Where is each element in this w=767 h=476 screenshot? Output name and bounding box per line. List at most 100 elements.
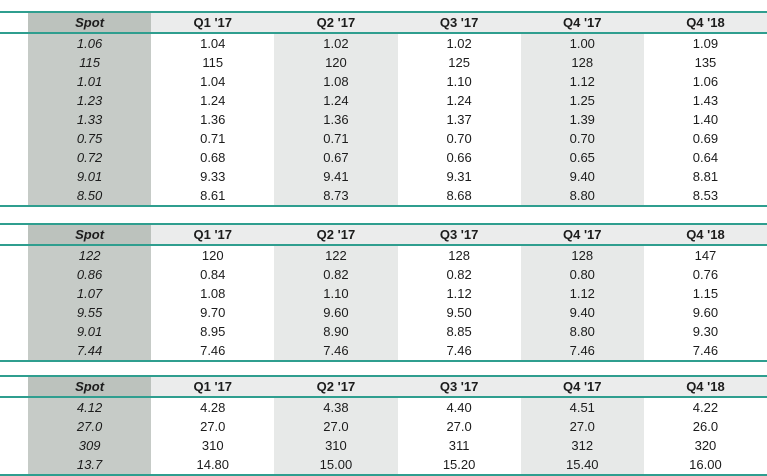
forecast-value-cell: 311 — [448, 438, 470, 453]
divider-line-under-header — [0, 244, 767, 246]
forecast-value-cell: 1.15 — [692, 286, 719, 301]
table-row: 1.01 1.04 1.08 1.10 1.12 1.06 — [0, 72, 767, 91]
quarter-column-header: Q1 '17 — [151, 377, 275, 396]
quarter-column-header: Q4 '17 — [520, 377, 644, 396]
row-margin-cell — [0, 34, 28, 53]
forecast-value-cell: 1.08 — [274, 72, 398, 91]
forecast-value-cell: 9.40 — [520, 167, 644, 186]
spot-value-cell: 0.72 — [28, 148, 152, 167]
table-row: 9.01 8.95 8.90 8.85 8.80 9.30 — [0, 322, 767, 341]
spot-value-cell: 1.06 — [28, 34, 152, 53]
forecast-value-cell: 1.37 — [446, 112, 472, 127]
forecast-value-cell: 1.00 — [520, 34, 644, 53]
forecast-value-cell: 15.20 — [442, 457, 476, 472]
forecast-value-cell: 9.30 — [692, 324, 719, 339]
forecast-value-cell: 8.53 — [692, 188, 719, 203]
forecast-value-cell: 0.68 — [200, 150, 226, 165]
forecast-value-cell: 122 — [274, 246, 398, 265]
divider-line-top — [0, 375, 767, 377]
forecast-value-cell: 7.46 — [520, 341, 644, 360]
forecast-value-cell: 1.06 — [692, 74, 719, 89]
forecast-value-cell: 8.81 — [692, 169, 719, 184]
forecast-value-cell: 9.50 — [446, 305, 472, 320]
forecast-value-cell: 15.00 — [274, 455, 398, 474]
divider-line-bottom — [0, 360, 767, 362]
forecast-value-cell: 120 — [201, 248, 224, 263]
quarter-column-header: Q4 '18 — [643, 13, 767, 32]
row-margin-cell — [0, 148, 28, 167]
table-row: 115 115 120 125 128 135 — [0, 53, 767, 72]
spot-value-cell: 309 — [28, 436, 152, 455]
table-row: 9.55 9.70 9.60 9.50 9.40 9.60 — [0, 303, 767, 322]
forecast-value-cell: 9.33 — [200, 169, 226, 184]
quarter-column-header: Q2 '17 — [274, 225, 398, 244]
forecast-value-cell: 26.0 — [692, 419, 719, 434]
forecast-value-cell: 0.66 — [446, 150, 472, 165]
spot-value-cell: 1.01 — [28, 72, 152, 91]
table-row: 13.7 14.80 15.00 15.20 15.40 16.00 — [0, 455, 767, 474]
spot-value-cell: 115 — [28, 53, 152, 72]
forecast-value-cell: 125 — [448, 55, 470, 70]
table-row: 9.01 9.33 9.41 9.31 9.40 8.81 — [0, 167, 767, 186]
forecast-value-cell: 0.80 — [520, 265, 644, 284]
row-margin-cell — [0, 398, 28, 417]
forecast-value-cell: 7.46 — [692, 343, 719, 358]
forecast-value-cell: 320 — [694, 438, 717, 453]
table-body: 1.06 1.04 1.02 1.02 1.00 1.09 115 115 120 125 128 1… — [0, 34, 767, 205]
forecast-value-cell: 8.68 — [446, 188, 472, 203]
row-margin-cell — [0, 246, 28, 265]
header-margin-cell — [0, 377, 28, 396]
forecast-value-cell: 9.40 — [520, 303, 644, 322]
table-row: 1.23 1.24 1.24 1.24 1.25 1.43 — [0, 91, 767, 110]
row-margin-cell — [0, 436, 28, 455]
spot-value-cell: 1.33 — [28, 110, 152, 129]
divider-line-under-header — [0, 32, 767, 34]
forecast-value-cell: 0.65 — [520, 148, 644, 167]
forecast-value-cell: 0.84 — [200, 267, 226, 282]
forecast-table-2: Spot Q1 '17 Q2 '17 Q3 '17 Q4 '17 Q4 '18 122 120… — [0, 223, 767, 362]
forecast-value-cell: 0.82 — [274, 265, 398, 284]
divider-line-top — [0, 223, 767, 225]
spot-value-cell: 13.7 — [28, 455, 152, 474]
quarter-column-header: Q3 '17 — [397, 13, 521, 32]
forecast-value-cell: 8.80 — [520, 322, 644, 341]
forecast-value-cell: 0.70 — [520, 129, 644, 148]
spot-value-cell: 8.50 — [28, 186, 152, 205]
forecast-value-cell: 0.71 — [274, 129, 398, 148]
quarter-column-header: Q3 '17 — [397, 377, 521, 396]
forecast-value-cell: 8.90 — [274, 322, 398, 341]
spot-value-cell: 0.86 — [28, 265, 152, 284]
table-row: 1.33 1.36 1.36 1.37 1.39 1.40 — [0, 110, 767, 129]
forecast-value-cell: 1.24 — [446, 93, 472, 108]
table-row: 8.50 8.61 8.73 8.68 8.80 8.53 — [0, 186, 767, 205]
row-margin-cell — [0, 322, 28, 341]
row-margin-cell — [0, 265, 28, 284]
table-body: 122 120 122 128 128 147 0.86 0.84 0.82 0.82 0.80 0.… — [0, 246, 767, 360]
spot-value-cell: 9.55 — [28, 303, 152, 322]
forecast-value-cell: 4.28 — [200, 400, 226, 415]
forecast-value-cell: 27.0 — [274, 417, 398, 436]
forecast-table-3: Spot Q1 '17 Q2 '17 Q3 '17 Q4 '17 Q4 '18 4.12 4.… — [0, 375, 767, 476]
forecast-value-cell: 8.73 — [274, 186, 398, 205]
spot-column-header: Spot — [28, 13, 152, 32]
row-margin-cell — [0, 186, 28, 205]
forecast-value-cell: 0.71 — [200, 131, 226, 146]
table-header-row: Spot Q1 '17 Q2 '17 Q3 '17 Q4 '17 Q4 '18 — [0, 13, 767, 32]
quarter-column-header: Q4 '17 — [520, 225, 644, 244]
spot-value-cell: 0.75 — [28, 129, 152, 148]
table-header-row: Spot Q1 '17 Q2 '17 Q3 '17 Q4 '17 Q4 '18 — [0, 225, 767, 244]
forecast-value-cell: 8.85 — [446, 324, 472, 339]
forecast-value-cell: 8.80 — [520, 186, 644, 205]
forecast-value-cell: 1.39 — [520, 110, 644, 129]
row-margin-cell — [0, 455, 28, 474]
forecast-value-cell: 1.24 — [200, 93, 226, 108]
spot-value-cell: 9.01 — [28, 167, 152, 186]
table-header-row: Spot Q1 '17 Q2 '17 Q3 '17 Q4 '17 Q4 '18 — [0, 377, 767, 396]
forecast-value-cell: 8.61 — [200, 188, 226, 203]
forecast-value-cell: 1.36 — [274, 110, 398, 129]
forecast-value-cell: 1.43 — [692, 93, 719, 108]
forecast-value-cell: 14.80 — [196, 457, 230, 472]
forecast-value-cell: 27.0 — [200, 419, 226, 434]
forecast-value-cell: 135 — [694, 55, 717, 70]
